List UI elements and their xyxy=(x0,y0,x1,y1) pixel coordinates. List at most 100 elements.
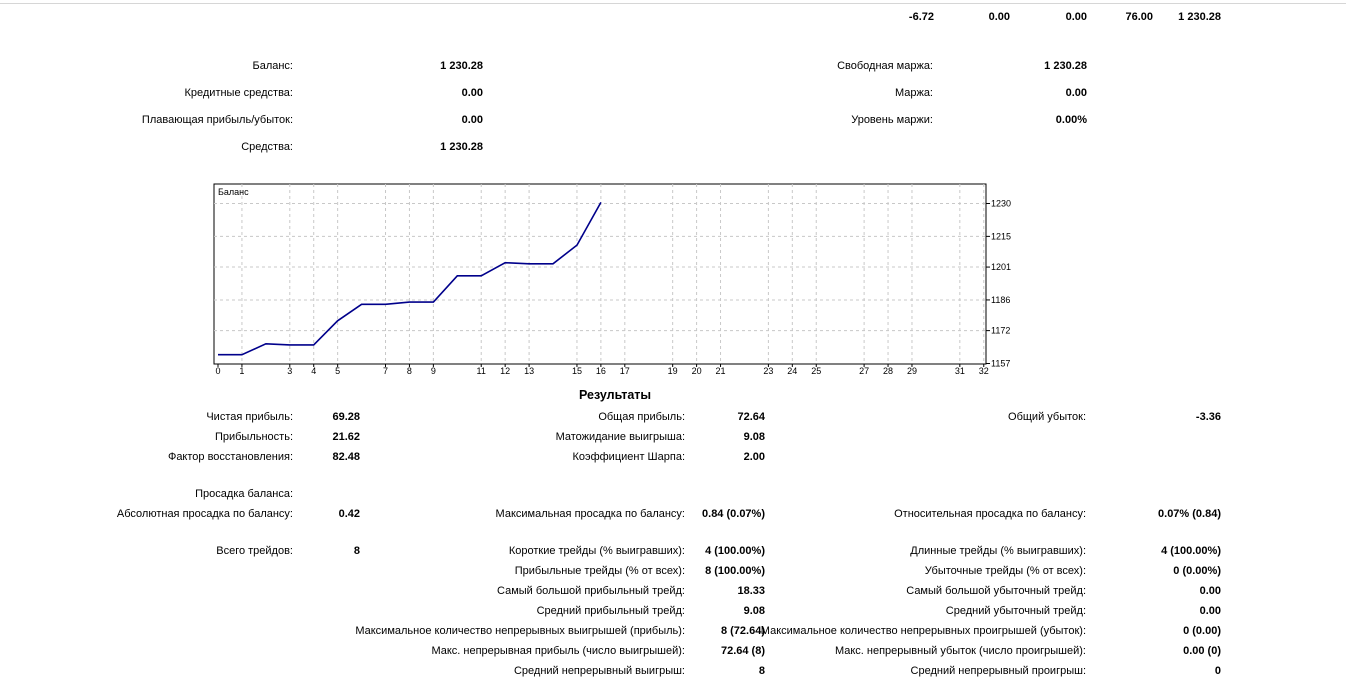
x-tick-label: 16 xyxy=(596,366,606,376)
avg-consec-wins-label: Средний непрерывный выигрыш: xyxy=(513,665,685,677)
profitability-label: Прибыльность: xyxy=(214,431,293,443)
max-consec-loss-label: Макс. непрерывный убыток (число проигрыш… xyxy=(834,645,1086,657)
y-tick-label: 1215 xyxy=(991,231,1011,241)
equity-value: 1 230.28 xyxy=(440,141,483,153)
avg-consec-losses-label: Средний непрерывный проигрыш: xyxy=(910,665,1086,677)
gross-profit-value: 72.64 xyxy=(737,411,765,423)
results-title: Результаты xyxy=(579,388,652,402)
x-tick-label: 27 xyxy=(859,366,869,376)
avg-loss-value: 0.00 xyxy=(1199,605,1221,617)
drawdown-header: Просадка баланса: xyxy=(195,488,293,500)
x-tick-label: 19 xyxy=(668,366,678,376)
avg-loss-label: Средний убыточный трейд: xyxy=(945,605,1086,617)
x-tick-label: 15 xyxy=(572,366,582,376)
x-tick-label: 28 xyxy=(883,366,893,376)
x-tick-label: 5 xyxy=(335,366,340,376)
credit-label: Кредитные средства: xyxy=(184,87,293,99)
x-tick-label: 20 xyxy=(692,366,702,376)
y-tick-label: 1157 xyxy=(991,359,1010,369)
y-tick-label: 1172 xyxy=(991,326,1010,336)
margin-value: 0.00 xyxy=(1065,87,1087,99)
max-consec-losses-label: Максимальное количество непрерывных прои… xyxy=(760,625,1086,637)
expected-payoff-value: 9.08 xyxy=(743,431,765,443)
chart-title: Баланс xyxy=(218,187,249,197)
avg-profit-label: Средний прибыльный трейд: xyxy=(536,605,685,617)
x-tick-label: 9 xyxy=(431,366,436,376)
short-trades-value: 4 (100.00%) xyxy=(705,545,765,557)
max-consec-profit-value: 72.64 (8) xyxy=(720,645,765,657)
x-tick-label: 13 xyxy=(524,366,534,376)
x-tick-label: 17 xyxy=(620,366,630,376)
gross-profit-label: Общая прибыль: xyxy=(598,411,685,423)
x-tick-label: 32 xyxy=(979,366,989,376)
gross-loss-label: Общий убыток: xyxy=(1008,411,1086,423)
x-tick-label: 4 xyxy=(311,366,316,376)
max-consec-wins-value: 8 (72.64) xyxy=(720,625,765,637)
top-divider xyxy=(0,3,1346,4)
short-trades-label: Короткие трейды (% выигравших): xyxy=(508,545,685,557)
free-margin-label: Свободная маржа: xyxy=(837,60,933,72)
summary-cell: 0.00 xyxy=(988,11,1010,23)
recovery-factor-label: Фактор восстановления: xyxy=(167,451,293,463)
x-tick-label: 11 xyxy=(477,366,486,376)
largest-loss-label: Самый большой убыточный трейд: xyxy=(906,585,1086,597)
abs-drawdown-value: 0.42 xyxy=(338,508,360,520)
y-tick-label: 1201 xyxy=(991,262,1011,272)
net-profit-value: 69.28 xyxy=(332,411,360,423)
sharpe-label: Коэффициент Шарпа: xyxy=(572,451,685,463)
equity-label: Средства: xyxy=(241,141,293,153)
y-tick-label: 1230 xyxy=(991,199,1011,209)
x-tick-label: 25 xyxy=(811,366,821,376)
margin-level-value: 0.00% xyxy=(1055,114,1087,126)
net-profit-label: Чистая прибыль: xyxy=(206,411,293,423)
max-consec-losses-value: 0 (0.00) xyxy=(1183,625,1221,637)
x-tick-label: 21 xyxy=(716,366,726,376)
summary-cell: 1 230.28 xyxy=(1178,11,1221,23)
max-consec-loss-value: 0.00 (0) xyxy=(1183,645,1221,657)
x-tick-label: 29 xyxy=(907,366,917,376)
max-drawdown-label: Максимальная просадка по балансу: xyxy=(495,508,685,520)
x-tick-label: 8 xyxy=(407,366,412,376)
avg-consec-losses-value: 0 xyxy=(1214,665,1221,677)
balance-value: 1 230.28 xyxy=(440,60,483,72)
loss-trades-value: 0 (0.00%) xyxy=(1173,565,1221,577)
floating-pl-value: 0.00 xyxy=(461,114,483,126)
x-tick-label: 24 xyxy=(787,366,797,376)
gross-loss-value: -3.36 xyxy=(1195,411,1221,423)
long-trades-value: 4 (100.00%) xyxy=(1161,545,1221,557)
summary-cell: 76.00 xyxy=(1125,11,1153,23)
largest-profit-value: 18.33 xyxy=(737,585,765,597)
max-consec-wins-label: Максимальное количество непрерывных выиг… xyxy=(355,625,685,637)
avg-consec-wins-value: 8 xyxy=(758,665,765,677)
total-trades-value: 8 xyxy=(353,545,360,557)
x-tick-label: 1 xyxy=(239,366,244,376)
recovery-factor-value: 82.48 xyxy=(332,451,360,463)
largest-loss-value: 0.00 xyxy=(1199,585,1221,597)
free-margin-value: 1 230.28 xyxy=(1044,60,1087,72)
sharpe-value: 2.00 xyxy=(743,451,765,463)
credit-value: 0.00 xyxy=(461,87,483,99)
expected-payoff-label: Матожидание выигрыша: xyxy=(555,431,685,443)
margin-label: Маржа: xyxy=(894,87,933,99)
profit-trades-value: 8 (100.00%) xyxy=(705,565,765,577)
balance-label: Баланс: xyxy=(252,60,293,72)
x-tick-label: 23 xyxy=(763,366,773,376)
x-tick-label: 0 xyxy=(215,366,220,376)
profit-trades-label: Прибыльные трейды (% от всех): xyxy=(514,565,685,577)
summary-cell: 0.00 xyxy=(1065,11,1087,23)
margin-level-label: Уровень маржи: xyxy=(851,114,933,126)
max-consec-profit-label: Макс. непрерывная прибыль (число выигрыш… xyxy=(431,645,685,657)
summary-cell: -6.72 xyxy=(908,11,934,23)
x-tick-label: 3 xyxy=(287,366,292,376)
loss-trades-label: Убыточные трейды (% от всех): xyxy=(924,565,1086,577)
chart-frame xyxy=(213,183,987,365)
floating-pl-label: Плавающая прибыль/убыток: xyxy=(141,114,293,126)
x-tick-label: 31 xyxy=(955,366,965,376)
rel-drawdown-value: 0.07% (0.84) xyxy=(1158,508,1221,520)
abs-drawdown-label: Абсолютная просадка по балансу: xyxy=(116,508,293,520)
total-trades-label: Всего трейдов: xyxy=(216,545,293,557)
x-tick-label: 7 xyxy=(383,366,388,376)
largest-profit-label: Самый большой прибыльный трейд: xyxy=(497,585,685,597)
y-tick-label: 1186 xyxy=(991,295,1010,305)
